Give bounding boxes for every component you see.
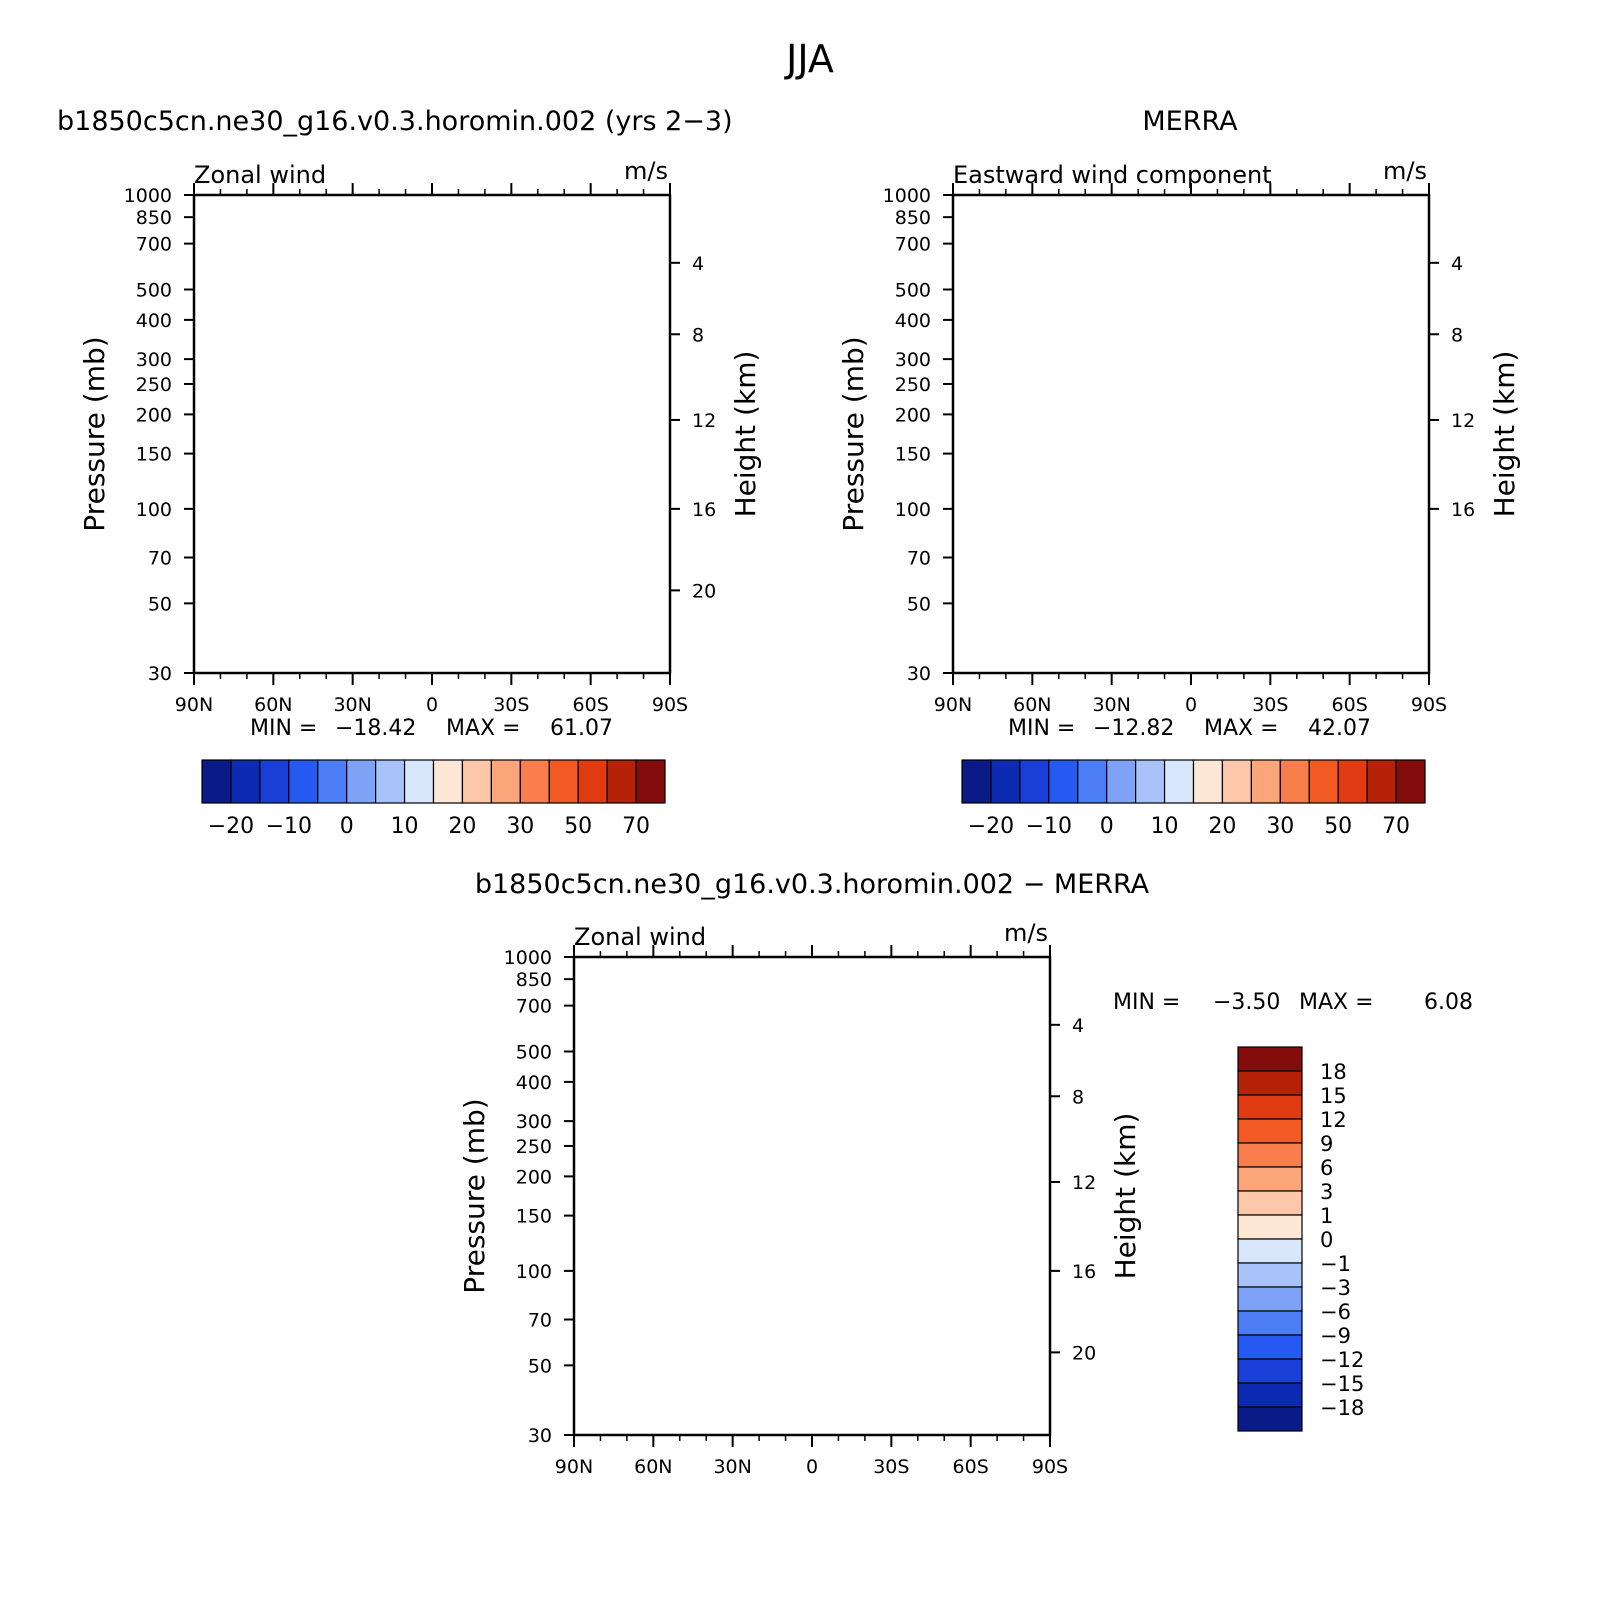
- min-label: MIN =: [250, 716, 317, 741]
- units-label: m/s: [1383, 157, 1427, 185]
- variable-label: Zonal wind: [194, 161, 326, 189]
- x-tick-label: 30S: [493, 694, 529, 716]
- panel-title: b1850c5cn.ne30_g16.v0.3.horomin.002 (yrs…: [57, 106, 733, 137]
- y-tick-label: 70: [148, 547, 172, 569]
- plot-frame: [192, 193, 672, 675]
- x-tick-label: 30N: [333, 694, 371, 716]
- y-tick-label: 100: [136, 499, 172, 521]
- height-tick-label: 4: [692, 253, 704, 275]
- y-tick-label: 250: [136, 374, 172, 396]
- x-tick-label: 90S: [652, 694, 688, 716]
- y-tick-label: 700: [136, 234, 172, 256]
- height-tick-label: 16: [692, 499, 716, 521]
- panel-model: b1850c5cn.ne30_g16.v0.3.horomin.002 (yrs…: [57, 106, 762, 741]
- panel-title: MERRA: [1142, 106, 1238, 137]
- max-value: 61.07: [550, 716, 613, 741]
- y-tick-label: 400: [136, 310, 172, 332]
- x-tick-label: 0: [426, 694, 438, 716]
- x-tick-label: 60S: [573, 694, 609, 716]
- height-tick-label: 12: [692, 410, 716, 432]
- y-tick-label: 200: [136, 404, 172, 426]
- y-axis-label: Pressure (mb): [78, 336, 111, 531]
- y-tick-label: 50: [148, 593, 172, 615]
- panels: b1850c5cn.ne30_g16.v0.3.horomin.002 (yrs…: [57, 106, 1521, 1478]
- height-tick-label: 20: [692, 580, 716, 602]
- x-tick-label: 60N: [254, 694, 292, 716]
- figure-title: JJA: [784, 37, 834, 81]
- height-axis-label: Height (km): [729, 351, 762, 518]
- y-tick-label: 150: [136, 444, 172, 466]
- height-tick-label: 8: [692, 324, 704, 346]
- y-tick-label: 300: [136, 349, 172, 371]
- min-value: −18.42: [335, 716, 416, 741]
- y-tick-label: 500: [136, 279, 172, 301]
- y-tick-label: 1000: [124, 185, 172, 207]
- units-label: m/s: [624, 157, 668, 185]
- x-tick-label: 90N: [175, 694, 213, 716]
- max-label: MAX =: [446, 716, 521, 741]
- y-tick-label: 850: [136, 207, 172, 229]
- y-tick-label: 30: [148, 663, 172, 685]
